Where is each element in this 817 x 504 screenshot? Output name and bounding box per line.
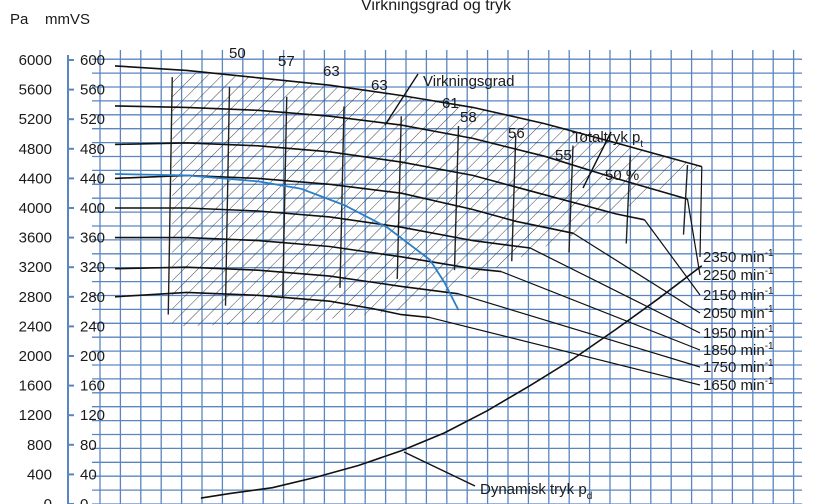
speed-leader xyxy=(501,271,701,351)
operating-curve xyxy=(114,173,460,311)
y-tick-mmvs-label: 240 xyxy=(80,318,105,335)
y-tick-pa-label: 2800 xyxy=(19,289,52,306)
efficiency-line xyxy=(453,125,460,271)
efficiency-line xyxy=(682,165,689,235)
speed-curve-1750 xyxy=(114,266,459,295)
y-tick-pa-label: 1200 xyxy=(19,407,52,424)
speed-leader xyxy=(686,199,701,276)
dynamic-pressure-annotation: Dynamisk tryk pd xyxy=(480,481,592,502)
speed-curve-1650 xyxy=(114,291,430,319)
y-tick-mmvs-label: 600 xyxy=(80,52,105,69)
speed-leader xyxy=(529,247,701,334)
efficiency-line xyxy=(396,116,402,280)
y-tick-mmvs-label: 0 xyxy=(80,496,88,504)
total-pressure-annotation: Totaltryk pt xyxy=(572,129,643,150)
y-tick-pa-label: 3200 xyxy=(19,259,52,276)
y-tick-mmvs-label: 560 xyxy=(80,82,105,99)
speed-label: 2250 min-1 xyxy=(703,266,774,284)
speed-label: 2050 min-1 xyxy=(703,304,774,322)
efficiency-annotation: Virkningsgrad xyxy=(423,73,514,90)
y-tick-mmvs-label: 320 xyxy=(80,259,105,276)
y-tick-pa-label: 6000 xyxy=(19,52,52,69)
y-tick-mmvs-label: 400 xyxy=(80,200,105,217)
efficiency-line xyxy=(167,77,173,315)
y-tick-pa-label: 0 xyxy=(44,496,52,504)
y-tick-mmvs-label: 280 xyxy=(80,289,105,306)
efficiency-value-label: 63 xyxy=(371,77,388,94)
efficiency-leader xyxy=(384,73,419,126)
efficiency-value-label: 50 % xyxy=(605,167,639,184)
y-tick-pa-label: 3600 xyxy=(19,230,52,247)
speed-curve-2150 xyxy=(114,142,645,221)
y-tick-mmvs-label: 480 xyxy=(80,141,105,158)
speed-curve-1850 xyxy=(115,236,502,273)
speed-curve-2350 xyxy=(114,65,703,168)
efficiency-hatch-region xyxy=(172,71,702,327)
y-tick-mmvs-label: 200 xyxy=(80,348,105,365)
y-tick-mmvs-label: 40 xyxy=(80,466,97,483)
speed-label: 1750 min-1 xyxy=(703,358,774,376)
efficiency-value-label: 61 xyxy=(442,95,459,112)
speed-curves xyxy=(114,65,703,499)
chart-title: Virkningsgrad og tryk xyxy=(361,0,512,14)
efficiency-line xyxy=(511,135,517,262)
efficiency-line xyxy=(625,155,631,244)
efficiency-value-label: 50 xyxy=(229,45,246,62)
speed-curve-1950 xyxy=(115,207,531,249)
y-tick-mmvs-label: 520 xyxy=(80,111,105,128)
y-tick-mmvs-label: 160 xyxy=(80,378,105,395)
y-ticks-pa: 6000560052004800440040003600320028002400… xyxy=(19,52,74,504)
total-pressure-leader xyxy=(582,131,612,189)
speed-leader xyxy=(644,219,701,296)
speed-label: 2150 min-1 xyxy=(703,286,774,304)
y-tick-pa-label: 800 xyxy=(27,437,52,454)
efficiency-value-label: 57 xyxy=(278,53,295,70)
efficiency-line xyxy=(282,96,288,297)
efficiency-value-label: 63 xyxy=(323,63,340,80)
dynamic-pressure-leader xyxy=(403,451,476,487)
efficiency-line xyxy=(339,106,345,288)
y-tick-pa-label: 400 xyxy=(27,466,52,483)
y-tick-pa-label: 5200 xyxy=(19,111,52,128)
y-tick-pa-label: 4000 xyxy=(19,200,52,217)
speed-label: 2350 min-1 xyxy=(703,248,774,266)
efficiency-line xyxy=(568,145,574,253)
dynamic-pressure-curve xyxy=(200,265,703,499)
y-tick-mmvs-label: 360 xyxy=(80,230,105,247)
efficiency-value-label: 56 xyxy=(508,125,525,142)
speed-leader xyxy=(429,316,701,386)
y-tick-mmvs-label: 80 xyxy=(80,437,97,454)
y-tick-mmvs-label: 440 xyxy=(80,170,105,187)
efficiency-value-label: 55 xyxy=(555,147,572,164)
y-tick-pa-label: 2000 xyxy=(19,348,52,365)
speed-label: 1950 min-1 xyxy=(703,324,774,342)
y-tick-pa-label: 1600 xyxy=(19,378,52,395)
y-unit-mmvs: mmVS xyxy=(45,11,90,28)
y-tick-pa-label: 4400 xyxy=(19,170,52,187)
efficiency-value-label: 58 xyxy=(460,109,477,126)
speed-leader xyxy=(572,232,701,314)
y-ticks-mmvs: 6005605204804404003603202802402001601208… xyxy=(80,52,105,504)
y-tick-pa-label: 5600 xyxy=(19,82,52,99)
y-unit-pa: Pa xyxy=(10,11,29,28)
speed-label: 1850 min-1 xyxy=(703,341,774,359)
y-tick-mmvs-label: 120 xyxy=(80,407,105,424)
speed-label: 1650 min-1 xyxy=(703,376,774,394)
speed-leader xyxy=(458,293,701,368)
y-tick-pa-label: 2400 xyxy=(19,318,52,335)
y-tick-pa-label: 4800 xyxy=(19,141,52,158)
speed-leader xyxy=(699,166,703,258)
